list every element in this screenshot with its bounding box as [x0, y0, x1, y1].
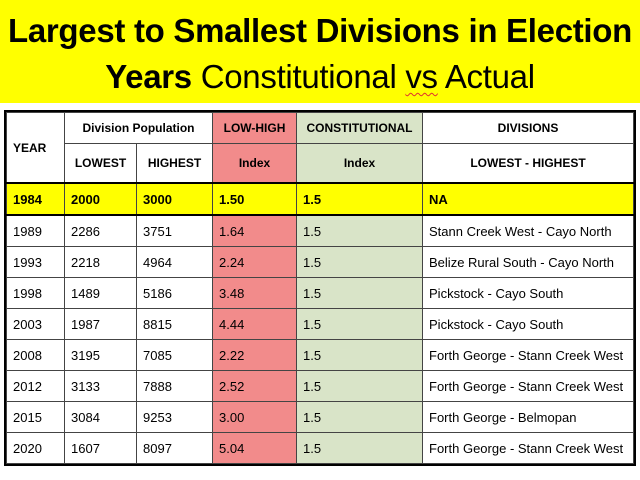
header-year: YEAR: [6, 112, 65, 184]
divisions-table: YEAR Division Population LOW-HIGH CONSTI…: [6, 112, 634, 464]
cell-year: 2003: [6, 308, 65, 340]
title-line-2: Years Constitutional vs Actual: [0, 58, 640, 96]
cell-low-high: 2.52: [212, 370, 298, 402]
cell-divisions: Forth George - Stann Creek West: [422, 370, 634, 402]
cell-lowest: 2000: [64, 182, 137, 216]
cell-low-high: 1.64: [212, 214, 298, 247]
table-row: 2015 3084 9253 3.00 1.5 Forth George - B…: [6, 401, 634, 433]
cell-highest: 3000: [135, 182, 214, 216]
title-years: Years: [105, 58, 192, 95]
title-constitutional: Constitutional: [191, 58, 406, 95]
cell-highest: 5186: [135, 277, 214, 309]
cell-constitutional: 1.5: [296, 308, 424, 340]
cell-year: 1993: [6, 246, 65, 278]
title-line-1: Largest to Smallest Divisions in Electio…: [7, 12, 633, 49]
cell-divisions: Pickstock - Cayo South: [422, 277, 634, 309]
title-actual: Actual: [437, 58, 535, 95]
cell-divisions: Forth George - Stann Creek West: [422, 432, 634, 464]
cell-highest: 9253: [135, 401, 214, 433]
cell-lowest: 1987: [64, 308, 137, 340]
cell-year: 1998: [6, 277, 65, 309]
header-low-high: LOW-HIGH: [212, 112, 298, 144]
cell-highest: 7888: [135, 370, 214, 402]
cell-constitutional: 1.5: [296, 246, 424, 278]
cell-constitutional: 1.5: [296, 339, 424, 371]
cell-lowest: 2218: [64, 246, 137, 278]
title-vs: vs: [405, 58, 438, 95]
cell-highest: 3751: [135, 214, 214, 247]
header-lowest: LOWEST: [64, 143, 137, 184]
cell-constitutional: 1.5: [296, 277, 424, 309]
cell-highest: 7085: [135, 339, 214, 371]
cell-low-high: 4.44: [212, 308, 298, 340]
cell-highest: 8097: [135, 432, 214, 464]
cell-constitutional: 1.5: [296, 182, 424, 216]
cell-lowest: 1607: [64, 432, 137, 464]
cell-lowest: 2286: [64, 214, 137, 247]
cell-divisions: NA: [422, 182, 634, 216]
header-divisions: DIVISIONS: [422, 112, 634, 144]
table-row: 2008 3195 7085 2.22 1.5 Forth George - S…: [6, 339, 634, 371]
cell-constitutional: 1.5: [296, 214, 424, 247]
cell-year: 2008: [6, 339, 65, 371]
table-row: 1998 1489 5186 3.48 1.5 Pickstock - Cayo…: [6, 277, 634, 309]
cell-highest: 4964: [135, 246, 214, 278]
cell-low-high: 3.48: [212, 277, 298, 309]
table-row: 2003 1987 8815 4.44 1.5 Pickstock - Cayo…: [6, 308, 634, 340]
cell-lowest: 1489: [64, 277, 137, 309]
cell-year: 2015: [6, 401, 65, 433]
divisions-table-container: YEAR Division Population LOW-HIGH CONSTI…: [4, 110, 636, 466]
cell-constitutional: 1.5: [296, 432, 424, 464]
cell-divisions: Forth George - Stann Creek West: [422, 339, 634, 371]
cell-constitutional: 1.5: [296, 370, 424, 402]
cell-divisions: Stann Creek West - Cayo North: [422, 214, 634, 247]
table-row: 1989 2286 3751 1.64 1.5 Stann Creek West…: [6, 214, 634, 247]
title-banner: Largest to Smallest Divisions in Electio…: [0, 0, 640, 103]
cell-lowest: 3084: [64, 401, 137, 433]
cell-year: 2012: [6, 370, 65, 402]
cell-low-high: 3.00: [212, 401, 298, 433]
cell-low-high: 2.24: [212, 246, 298, 278]
cell-divisions: Belize Rural South - Cayo North: [422, 246, 634, 278]
header-highest: HIGHEST: [135, 143, 214, 184]
cell-highest: 8815: [135, 308, 214, 340]
header-low-high-index: Index: [212, 143, 298, 184]
cell-low-high: 1.50: [212, 182, 298, 216]
header-divisions-range: LOWEST - HIGHEST: [422, 143, 634, 184]
cell-year: 1989: [6, 214, 65, 247]
header-division-population: Division Population: [63, 112, 214, 144]
cell-divisions: Pickstock - Cayo South: [422, 308, 634, 340]
cell-year: 2020: [6, 432, 65, 464]
cell-lowest: 3133: [64, 370, 137, 402]
table-row: 1984 2000 3000 1.50 1.5 NA: [6, 182, 634, 216]
cell-year: 1984: [6, 182, 65, 216]
table-row: 1993 2218 4964 2.24 1.5 Belize Rural Sou…: [6, 246, 634, 278]
header-constitutional: CONSTITUTIONAL: [296, 112, 424, 144]
cell-lowest: 3195: [64, 339, 137, 371]
table-row: 2020 1607 8097 5.04 1.5 Forth George - S…: [6, 432, 634, 464]
cell-divisions: Forth George - Belmopan: [422, 401, 634, 433]
cell-low-high: 5.04: [212, 432, 298, 464]
table-row: 2012 3133 7888 2.52 1.5 Forth George - S…: [6, 370, 634, 402]
header-constitutional-index: Index: [296, 143, 424, 184]
cell-low-high: 2.22: [212, 339, 298, 371]
cell-constitutional: 1.5: [296, 401, 424, 433]
